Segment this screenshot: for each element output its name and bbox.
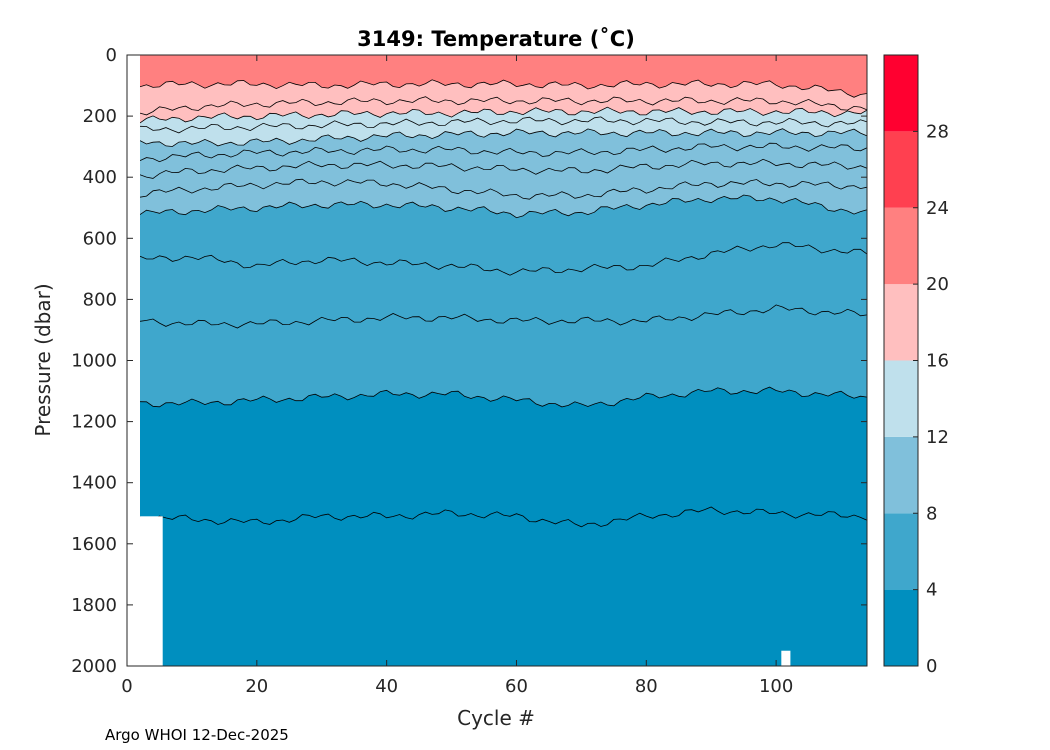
isotherm-3c: [139, 506, 868, 528]
y-tick-label: 1800: [71, 595, 117, 616]
y-axis-label: Pressure (dbar): [31, 283, 55, 436]
x-axis-label: Cycle #: [457, 706, 535, 730]
contour-fill-layers: [139, 55, 868, 666]
colorbar-tick-label: 24: [926, 198, 949, 219]
y-tick-label: 800: [83, 289, 117, 310]
y-tick-label: 400: [83, 167, 117, 188]
colorbar-tick-label: 12: [926, 427, 949, 448]
band-surface-warm: [139, 55, 868, 81]
x-tick-label: 20: [245, 676, 268, 697]
isotherm-11c: [139, 142, 868, 163]
missing-data-masks: [127, 55, 791, 666]
isotherm-12c: [139, 128, 868, 147]
colorbar-tick-label: 16: [926, 351, 949, 372]
y-tick-label: 1400: [71, 473, 117, 494]
y-tick-label: 200: [83, 106, 117, 127]
isotherm-10c: [139, 158, 868, 179]
x-axis-ticks: 0 20 40 60 80 100: [121, 55, 793, 697]
y-tick-label: 1600: [71, 534, 117, 555]
isotherm-8c: [139, 194, 868, 219]
isotherm-lines: [139, 79, 868, 528]
colorbar-tick-label: 0: [926, 656, 937, 677]
mask-cycle-2-5-deep: [139, 516, 163, 666]
isotherm-20c: [139, 79, 868, 98]
y-tick-label: 600: [83, 228, 117, 249]
x-tick-label: 0: [121, 676, 132, 697]
x-tick-label: 40: [375, 676, 398, 697]
colorbar-level-20-24: [884, 207, 918, 285]
x-tick-label: 100: [759, 676, 793, 697]
colorbar-level-4-8: [884, 513, 918, 590]
colorbar-level-8-12: [884, 436, 918, 514]
y-tick-label: 1200: [71, 412, 117, 433]
colorbar: 0 4 8 12 16 20 24 28: [883, 54, 949, 677]
y-tick-label: 0: [106, 45, 117, 66]
colorbar-tick-label: 20: [926, 274, 949, 295]
colorbar-tick-label: 8: [926, 503, 937, 524]
isotherm-7c: [139, 242, 868, 276]
mask-cycle-0-2: [127, 55, 140, 666]
chart-title-unit: ˚C): [599, 27, 635, 51]
isotherm-9c: [139, 178, 868, 200]
y-axis-ticks: 0 200 400 600 800 1000 1200 1400 1600 1800 2000: [71, 45, 867, 677]
y-tick-label: 1000: [71, 351, 117, 372]
footer-credit: Argo WHOI 12-Dec-2025: [105, 726, 289, 744]
plot-area: [126, 54, 868, 667]
colorbar-level-28-32: [884, 55, 918, 132]
chart-title-main: 3149: Temperature (: [357, 27, 599, 51]
colorbar-level-12-16: [884, 360, 918, 437]
mask-cycle-101: [781, 650, 791, 666]
isotherm-16c: [139, 106, 868, 124]
colorbar-level-16-20: [884, 284, 918, 361]
isotherm-6c: [139, 304, 868, 329]
isotherm-4c: [139, 386, 868, 408]
colorbar-tick-label: 4: [926, 580, 937, 601]
colorbar-tick-label: 28: [926, 121, 949, 142]
x-tick-label: 80: [635, 676, 658, 697]
y-tick-label: 2000: [71, 656, 117, 677]
chart-title: 3149: Temperature (˚C): [357, 27, 635, 51]
colorbar-level-24-28: [884, 131, 918, 208]
x-tick-label: 60: [505, 676, 528, 697]
isotherm-18c: [139, 96, 868, 116]
isotherm-14c: [139, 116, 868, 134]
colorbar-level-0-4: [884, 589, 918, 666]
